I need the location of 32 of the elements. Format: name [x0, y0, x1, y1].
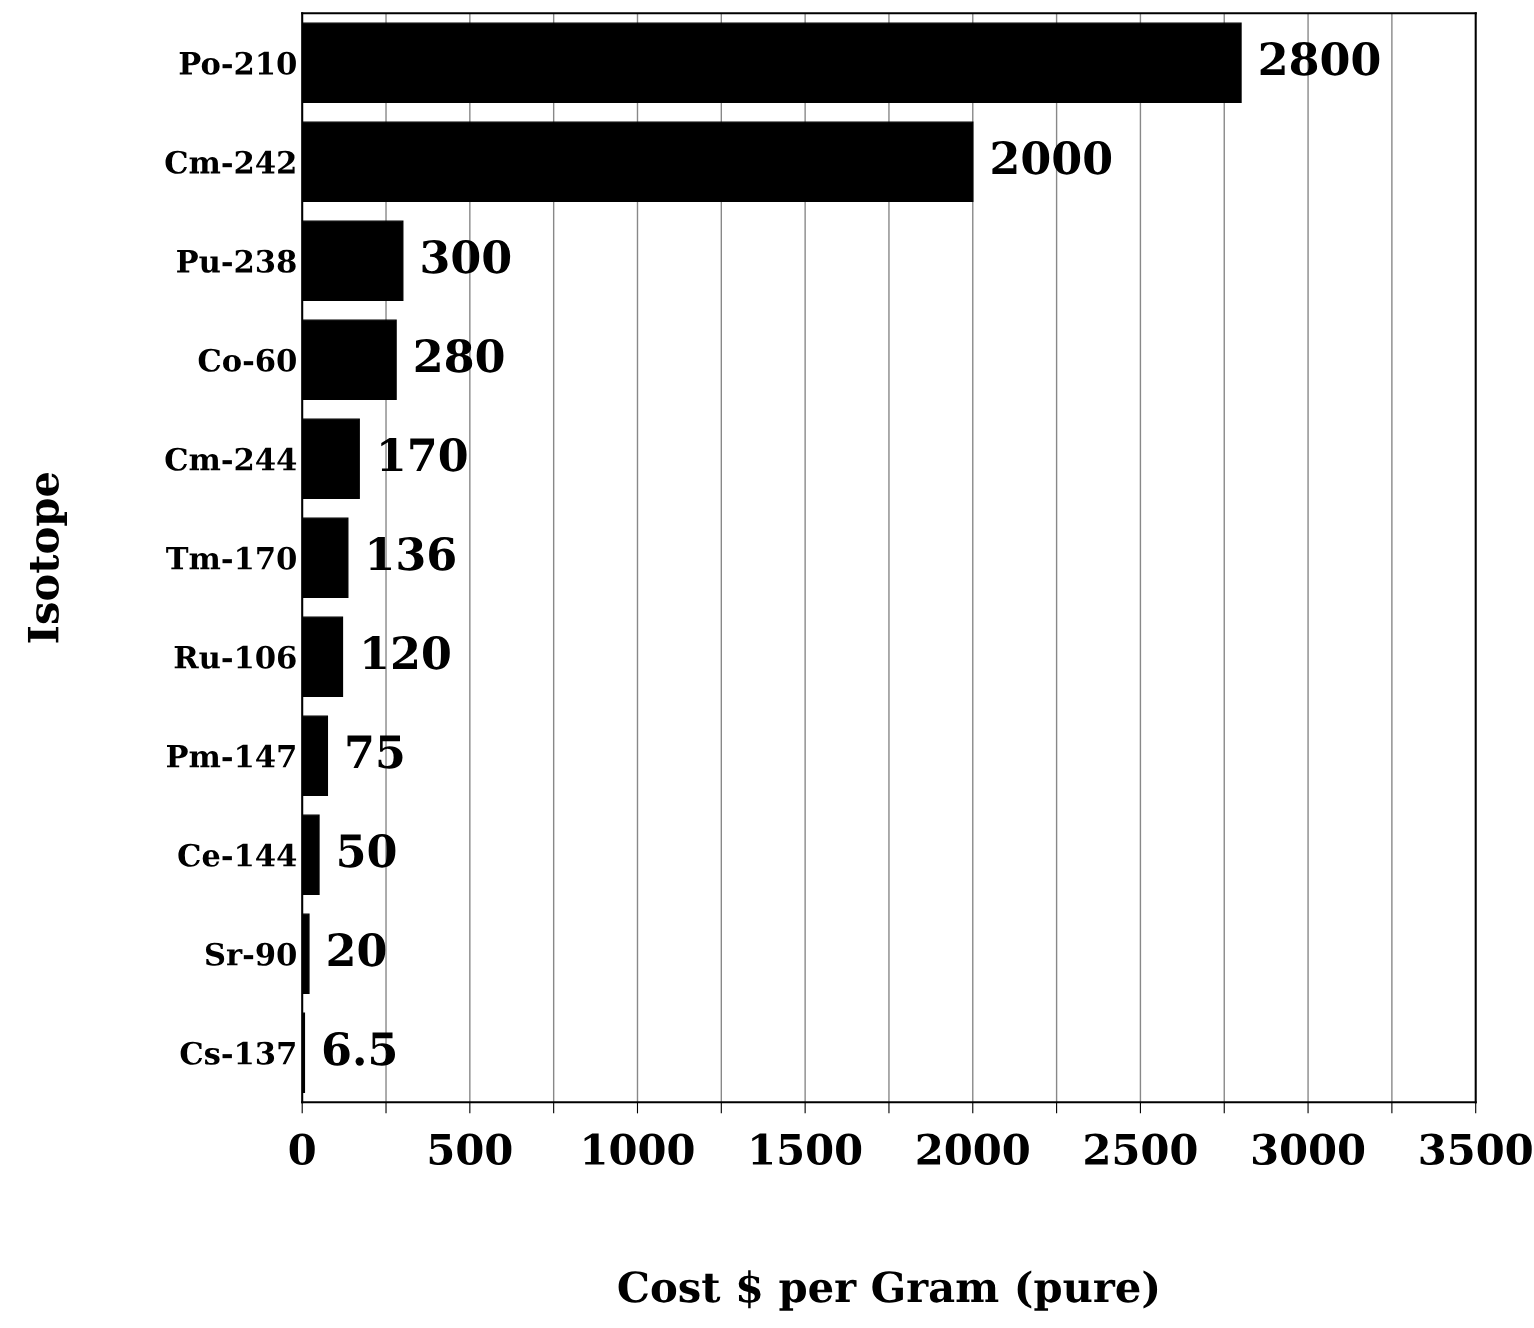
y-axis-title: Isotope [27, 472, 67, 643]
y-tick-label: Cm-244 [165, 447, 297, 471]
x-tick-label: 3000 [1252, 1133, 1365, 1166]
y-tick-label: Sr-90 [205, 942, 296, 966]
data-label: 120 [364, 636, 450, 670]
x-tick-label: 0 [289, 1133, 315, 1166]
x-tick-label: 3500 [1420, 1133, 1532, 1166]
y-tick-label: Tm-170 [166, 546, 296, 570]
y-tick-label: Cm-242 [165, 150, 295, 174]
data-label: 75 [347, 735, 403, 769]
x-tick-label: 1500 [752, 1133, 862, 1166]
data-label: 6.5 [323, 1032, 395, 1066]
y-tick-label: Co-60 [198, 348, 296, 372]
data-label: 170 [381, 438, 467, 472]
x-tick-label: 500 [429, 1133, 512, 1166]
x-axis-title: Cost $ per Gram (pure) [618, 1270, 1158, 1311]
x-tick-label: 2000 [917, 1133, 1029, 1166]
x-tick-label: 2500 [1085, 1133, 1197, 1166]
y-tick-label: Po-210 [179, 51, 296, 75]
y-tick-label: Pm-147 [167, 744, 295, 768]
y-tick-label: Cs-137 [180, 1041, 295, 1065]
data-label: 2800 [1260, 42, 1380, 76]
data-label: 50 [339, 834, 396, 868]
x-tick-label: 1000 [584, 1133, 694, 1166]
y-tick-label: Ru-106 [174, 645, 296, 669]
data-label: 2000 [992, 141, 1112, 175]
data-label: 20 [328, 933, 386, 967]
data-label: 280 [415, 339, 504, 373]
data-label: 300 [422, 240, 511, 274]
data-label: 136 [369, 537, 455, 571]
y-tick-label: Ce-144 [178, 843, 297, 867]
y-tick-label: Pu-238 [177, 249, 296, 273]
